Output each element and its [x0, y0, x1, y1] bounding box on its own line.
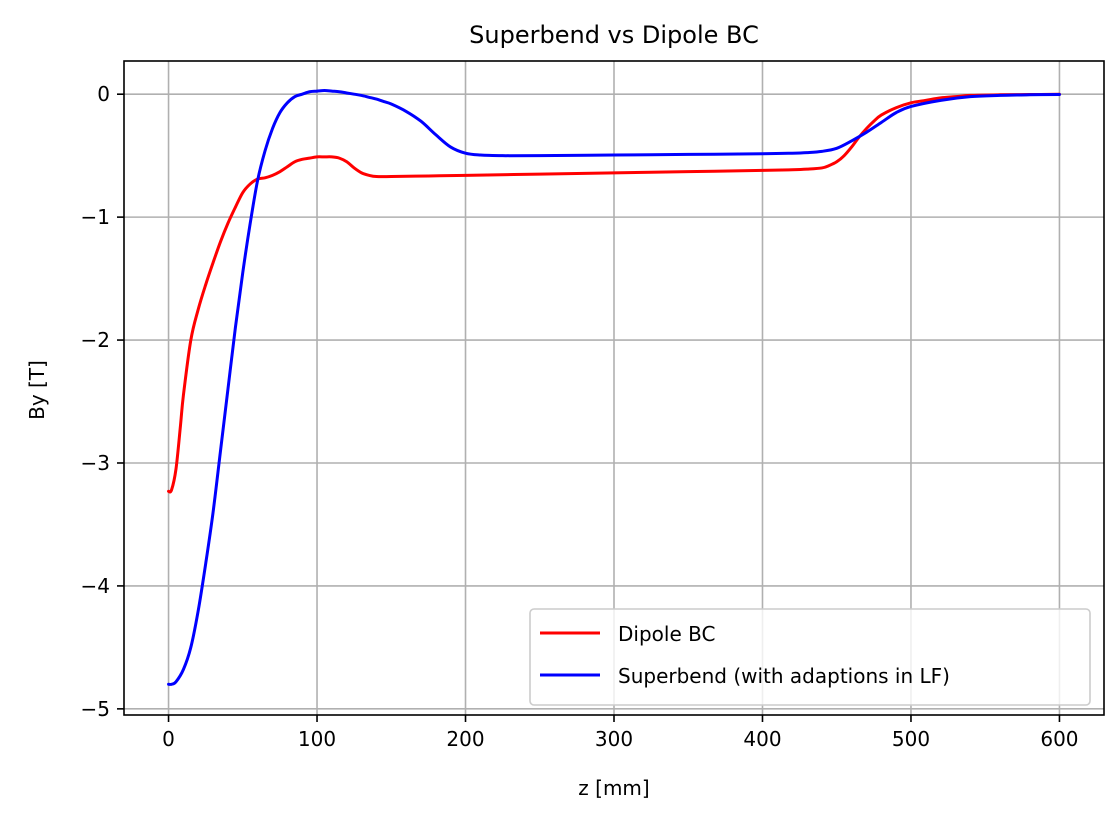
y-tick-label: −4: [81, 574, 110, 598]
chart-title: Superbend vs Dipole BC: [469, 21, 759, 49]
legend-label-dipole: Dipole BC: [618, 622, 715, 646]
x-tick-label: 200: [446, 727, 484, 751]
grid: [124, 61, 1104, 715]
x-tick-label: 300: [595, 727, 633, 751]
plot-lines: [167, 89, 1061, 686]
legend: Dipole BC Superbend (with adaptions in L…: [529, 608, 1091, 706]
y-axis-label: By [T]: [25, 360, 49, 420]
legend-label-superbend: Superbend (with adaptions in LF): [618, 664, 950, 688]
series-line-superbend: [167, 89, 1061, 686]
x-axis-label: z [mm]: [578, 776, 649, 800]
y-tick-label: −1: [81, 205, 110, 229]
series-line-dipole-bc: [167, 92, 1061, 494]
x-tick-label: 0: [162, 727, 175, 751]
y-tick-label: 0: [97, 82, 110, 106]
y-tick-labels: 0 −1 −2 −3 −4 −5: [81, 82, 110, 721]
x-tick-label: 400: [743, 727, 781, 751]
y-tick-label: −5: [81, 697, 110, 721]
x-tick-labels: 0 100 200 300 400 500 600: [162, 727, 1078, 751]
x-tick-label: 100: [298, 727, 336, 751]
x-tick-label: 500: [892, 727, 930, 751]
y-tick-label: −2: [81, 328, 110, 352]
legend-box: [529, 608, 1091, 706]
x-tick-label: 600: [1040, 727, 1078, 751]
y-tick-label: −3: [81, 451, 110, 475]
ticks: [117, 93, 1061, 722]
